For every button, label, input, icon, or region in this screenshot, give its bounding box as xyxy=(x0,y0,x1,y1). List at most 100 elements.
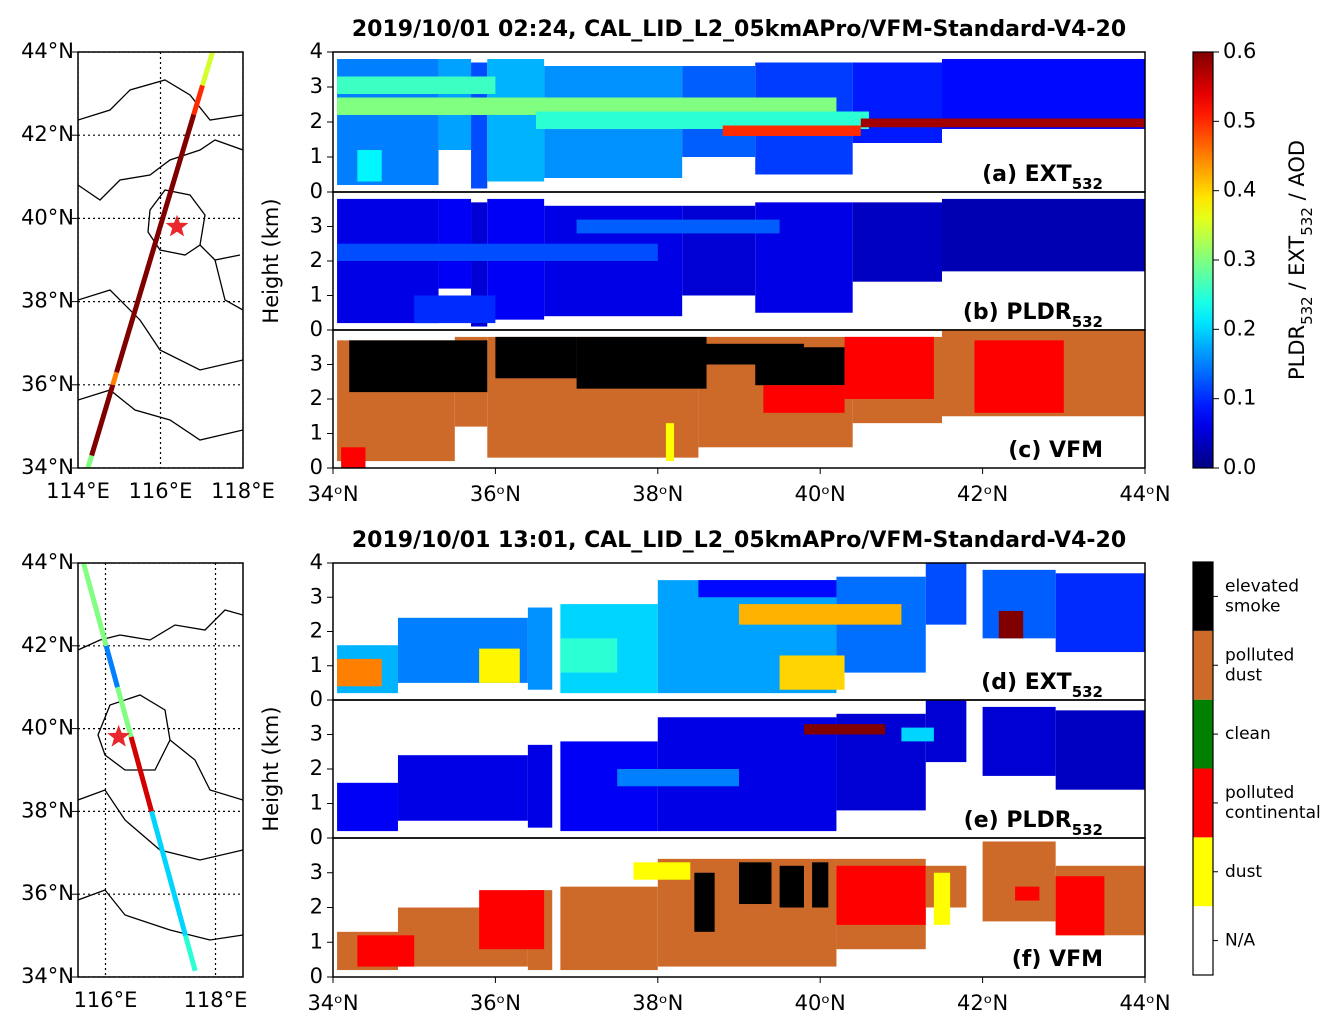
y-tick-label: 0 xyxy=(310,179,323,203)
y-tick-label: 2 xyxy=(310,386,323,410)
curtain-cell xyxy=(803,724,886,735)
curtain-cell xyxy=(836,576,926,673)
label-text: (e) PLDR xyxy=(964,808,1072,833)
x-tick-label: 36ᵒN xyxy=(470,991,521,1015)
curtain-cell xyxy=(479,890,545,950)
y-tick-label: 2 xyxy=(310,895,323,919)
legend-label: polluted continental xyxy=(1225,783,1321,823)
y-tick-label: 2 xyxy=(310,619,323,643)
curtain-cell xyxy=(901,727,934,742)
y-tick-label: 1 xyxy=(310,283,323,307)
location-star xyxy=(107,724,131,747)
curtain-cell xyxy=(617,769,739,787)
track-segment xyxy=(200,52,215,86)
legend-swatch xyxy=(1193,837,1213,907)
curtain-cell xyxy=(414,295,496,324)
colorbar-tick-label: 0.6 xyxy=(1223,39,1256,63)
curtain-cell xyxy=(337,782,398,832)
curtain-cell xyxy=(739,604,902,625)
curtain-cell xyxy=(844,336,934,399)
curtain-cell xyxy=(779,655,845,690)
legend-swatch xyxy=(1193,768,1213,838)
map-frame xyxy=(77,51,244,469)
x-tick-label: 38ᵒN xyxy=(632,482,683,506)
colorbar-tick-label: 0.3 xyxy=(1223,247,1256,271)
x-tick-label: 38ᵒN xyxy=(632,991,683,1015)
y-tick-label: 3 xyxy=(310,722,323,746)
x-tick-label: 40ᵒN xyxy=(795,482,846,506)
curtain-cell xyxy=(1055,573,1145,653)
curtain-cell xyxy=(527,744,553,828)
curtain-cell xyxy=(779,865,804,908)
curtain-cell xyxy=(698,580,837,598)
label-text: (b) PLDR xyxy=(963,300,1072,325)
y-tick-label: 3 xyxy=(310,74,323,98)
map-boundaries xyxy=(78,79,243,441)
colorbar-tick-label: 0.1 xyxy=(1223,386,1256,410)
y-tick-label: 3 xyxy=(310,214,323,238)
track-segment xyxy=(114,113,197,374)
y-tick-label: 0 xyxy=(310,964,323,988)
y-tick-label: 44°N xyxy=(21,39,74,63)
panel-label: (d) EXT532 xyxy=(981,670,1103,701)
track-segment xyxy=(183,934,198,972)
y-tick-label: 44°N xyxy=(21,550,74,574)
curtain-cell xyxy=(682,205,756,296)
map-boundaries xyxy=(78,609,243,941)
curtain-cell xyxy=(633,862,691,880)
label-subscript: 532 xyxy=(1072,313,1103,331)
x-tick-label: 34ᵒN xyxy=(307,991,358,1015)
y-tick-label: 4 xyxy=(310,39,323,63)
panel-label: (b) PLDR532 xyxy=(963,300,1103,331)
y-tick-label: 34°N xyxy=(21,964,74,988)
y-tick-label: 2 xyxy=(310,248,323,272)
legend-swatch xyxy=(1193,562,1213,631)
legend-swatch xyxy=(1193,699,1213,769)
map-frame xyxy=(77,562,244,978)
legend-label: N/A xyxy=(1225,931,1255,951)
location-star xyxy=(165,214,189,237)
curtain-cell xyxy=(495,336,577,379)
curtain-cell xyxy=(763,385,845,413)
y-tick-label: 1 xyxy=(310,929,323,953)
x-tick-label: 42ᵒN xyxy=(957,991,1008,1015)
y-tick-label: 1 xyxy=(310,791,323,815)
curtain-cell xyxy=(337,76,496,94)
track-segment xyxy=(191,84,205,116)
y-tick-label: 36°N xyxy=(21,881,74,905)
map-data xyxy=(78,52,243,468)
curtain-cell xyxy=(852,202,942,282)
y-tick-label: 0 xyxy=(310,687,323,711)
curtain-cell xyxy=(576,219,780,234)
curtain-cell xyxy=(933,872,951,925)
track-segment xyxy=(89,384,116,457)
curtain-cell xyxy=(487,59,545,182)
curtain-cell xyxy=(337,97,837,115)
panel-label: (f) VFM xyxy=(1012,947,1103,972)
label-part: / AOD xyxy=(1285,140,1309,207)
label-part: 532 xyxy=(1298,207,1316,236)
y-tick-label: 1 xyxy=(310,144,323,168)
y-tick-label: 4 xyxy=(310,550,323,574)
y-tick-label: 38°N xyxy=(21,289,74,313)
x-tick-label: 116°E xyxy=(74,988,138,1012)
curtain-cell xyxy=(755,202,853,313)
curtain-cell xyxy=(479,648,520,683)
legend-label: dust xyxy=(1225,862,1262,882)
curtain-cell xyxy=(1015,886,1040,901)
curtain-cell xyxy=(438,198,472,289)
colorbar xyxy=(1192,51,1214,469)
track-segment xyxy=(115,686,134,738)
panel-label: (a) EXT532 xyxy=(982,162,1103,193)
legend-label: polluted dust xyxy=(1225,645,1294,685)
label-text: (a) EXT xyxy=(982,162,1072,187)
colorbar-tick-label: 0.2 xyxy=(1223,316,1256,340)
x-tick-label: 44ᵒN xyxy=(1119,991,1170,1015)
y-tick-label: 1 xyxy=(310,653,323,677)
label-text: (c) VFM xyxy=(1008,438,1103,463)
y-tick-label: 2 xyxy=(310,756,323,780)
curtain-cell xyxy=(341,447,366,468)
legend-label: elevated smoke xyxy=(1225,576,1299,616)
curtain-cell xyxy=(852,62,942,143)
